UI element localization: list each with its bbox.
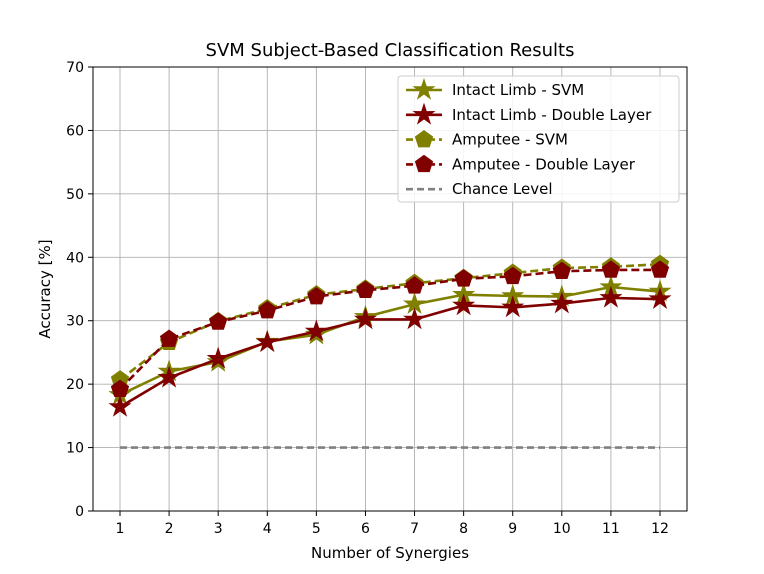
series-3 (110, 260, 670, 397)
data-point (258, 300, 277, 319)
series-1 (108, 285, 672, 417)
series-layer (108, 254, 672, 449)
legend-marker (414, 154, 434, 173)
legend-entry: Intact Limb - Double Layer (406, 102, 652, 125)
data-point (108, 394, 132, 417)
x-tick-label: 9 (508, 521, 517, 537)
legend-entry: Amputee - SVM (406, 129, 568, 149)
series-line (119, 268, 660, 391)
data-point (405, 276, 424, 294)
legend-marker (414, 129, 434, 148)
x-tick-label: 5 (312, 521, 321, 537)
data-point (356, 280, 375, 299)
y-tick-label: 30 (66, 314, 84, 330)
y-tick-label: 0 (75, 504, 84, 520)
data-point (307, 286, 326, 305)
y-tick-label: 10 (66, 441, 84, 457)
legend-box (397, 75, 680, 203)
x-tick-label: 2 (165, 521, 174, 537)
y-tick-label: 20 (66, 377, 84, 393)
data-point (304, 319, 328, 342)
y-axis-label: Accuracy [%] (36, 239, 54, 338)
x-tick-label: 4 (263, 521, 272, 537)
legend-label: Intact Limb - SVM (452, 81, 584, 99)
x-tick-label: 12 (651, 521, 669, 537)
data-point (452, 293, 476, 316)
data-point (206, 346, 230, 369)
data-point (501, 295, 525, 318)
x-axis-label: Number of Synergies (311, 544, 469, 562)
data-point (353, 307, 377, 330)
legend-entry: Amputee - Double Layer (406, 154, 636, 173)
y-tick-label: 40 (66, 250, 84, 266)
x-tick-label: 3 (214, 521, 223, 537)
legend-label: Intact Limb - Double Layer (452, 106, 652, 124)
x-tick-label: 11 (602, 521, 620, 537)
data-point (550, 291, 574, 314)
data-point (552, 261, 571, 280)
y-tick-label: 70 (66, 60, 84, 76)
legend-label: Chance Level (452, 180, 553, 198)
chart-title: SVM Subject-Based Classification Results (206, 40, 575, 61)
data-point (255, 330, 279, 353)
x-tick-label: 7 (410, 521, 419, 537)
legend-label: Amputee - SVM (452, 131, 568, 149)
legend-label: Amputee - Double Layer (452, 155, 636, 173)
data-point (601, 260, 621, 278)
legend: Intact Limb - SVM Intact Limb - Double La… (397, 75, 680, 203)
data-point (159, 329, 179, 347)
y-tick-label: 60 (66, 123, 84, 139)
series-line (119, 296, 661, 409)
data-point (403, 307, 427, 330)
y-tick-label: 50 (66, 187, 84, 203)
data-point (503, 266, 522, 285)
x-tick-label: 10 (553, 521, 571, 537)
plot-frame (92, 66, 688, 512)
x-tick-label: 6 (361, 521, 370, 537)
data-point (209, 312, 228, 330)
data-point (110, 379, 130, 397)
x-tick-label: 1 (116, 521, 125, 537)
legend-marker (412, 77, 436, 100)
data-point (648, 287, 672, 309)
x-tick-label: 8 (459, 521, 468, 537)
legend-entry: Chance Level (406, 180, 553, 198)
data-point (599, 285, 623, 308)
data-point (157, 365, 181, 388)
legend-marker (412, 102, 436, 125)
data-point (454, 269, 473, 287)
data-point (650, 260, 670, 278)
legend-entry: Intact Limb - SVM (406, 77, 584, 100)
